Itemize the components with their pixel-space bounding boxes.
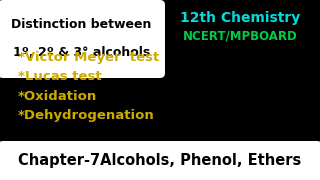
Text: 12th Chemistry: 12th Chemistry [180,11,300,25]
Text: *Dehydrogenation: *Dehydrogenation [18,109,155,122]
Text: Chapter-7Alcohols, Phenol, Ethers: Chapter-7Alcohols, Phenol, Ethers [18,154,302,168]
Text: 1º, 2º & 3° alcohols: 1º, 2º & 3° alcohols [13,46,150,59]
Text: Distinction between: Distinction between [11,17,152,31]
FancyBboxPatch shape [0,0,165,78]
Text: *Lucas test: *Lucas test [18,71,102,84]
Text: NCERT/MPBOARD: NCERT/MPBOARD [183,30,297,42]
Text: *Victor Meyer  test: *Victor Meyer test [18,51,159,64]
Text: *Oxidation: *Oxidation [18,89,97,102]
FancyBboxPatch shape [0,141,320,180]
